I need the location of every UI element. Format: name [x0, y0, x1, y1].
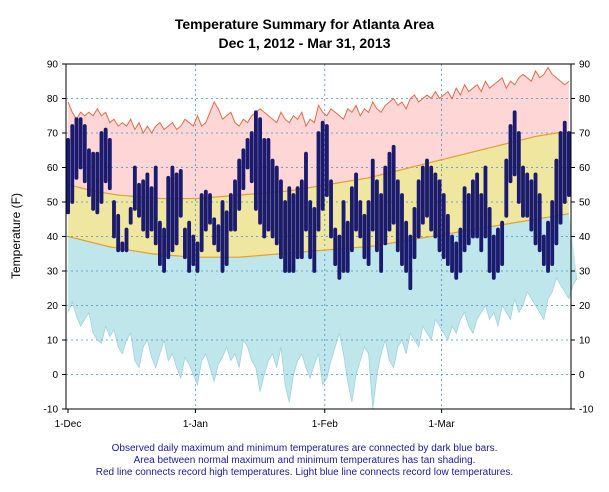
- y-tick-label-left: 50: [47, 198, 59, 209]
- y-tick-label-left: 0: [52, 370, 58, 381]
- x-tick-label: 1-Jan: [183, 419, 208, 430]
- y-tick-label-right: 60: [579, 163, 591, 174]
- y-tick-label-left: 90: [47, 60, 59, 71]
- chart-notes: Observed daily maximum and minimum tempe…: [0, 443, 609, 479]
- y-tick-label-right: 0: [579, 370, 585, 381]
- note-normal: Area between normal maximum and minimum …: [133, 455, 476, 466]
- note-observed: Observed daily maximum and minimum tempe…: [111, 443, 498, 454]
- y-tick-label-left: 60: [47, 163, 59, 174]
- x-tick-label: 1-Dec: [55, 419, 82, 430]
- y-tick-label-right: 70: [579, 129, 591, 140]
- y-tick-label-left: 70: [47, 129, 59, 140]
- y-tick-label-right: 30: [579, 267, 591, 278]
- record-low-line: [67, 276, 578, 410]
- temperature-chart: -10 -10 0 0 10 10 20 20 30 30 40 40 50 50 60 60 70 70 80 80…: [9, 60, 594, 431]
- y-tick-label-left: 20: [47, 301, 59, 312]
- y-tick-label-left: -10: [44, 405, 59, 416]
- y-tick-label-right: -10: [579, 405, 594, 416]
- y-tick-label-right: 50: [579, 198, 591, 209]
- record-high-line: [67, 66, 570, 135]
- y-tick-label-right: 40: [579, 232, 591, 243]
- y-tick-label-left: 10: [47, 336, 59, 347]
- note-records: Red line connects record high temperatur…: [95, 467, 514, 478]
- y-axis-label: Temperature (F): [9, 193, 23, 279]
- chart-subtitle: Dec 1, 2012 - Mar 31, 2013: [218, 35, 391, 51]
- y-tick-label-left: 40: [47, 232, 59, 243]
- y-tick-label-right: 10: [579, 336, 591, 347]
- x-tick-label: 1-Mar: [429, 419, 456, 430]
- chart-title: Temperature Summary for Atlanta Area: [174, 16, 435, 32]
- y-tick-label-left: 30: [47, 267, 59, 278]
- y-tick-label-right: 80: [579, 94, 591, 105]
- y-tick-label-right: 90: [579, 60, 591, 71]
- y-tick-label-left: 80: [47, 94, 59, 105]
- y-tick-label-right: 20: [579, 301, 591, 312]
- x-tick-label: 1-Feb: [312, 419, 339, 430]
